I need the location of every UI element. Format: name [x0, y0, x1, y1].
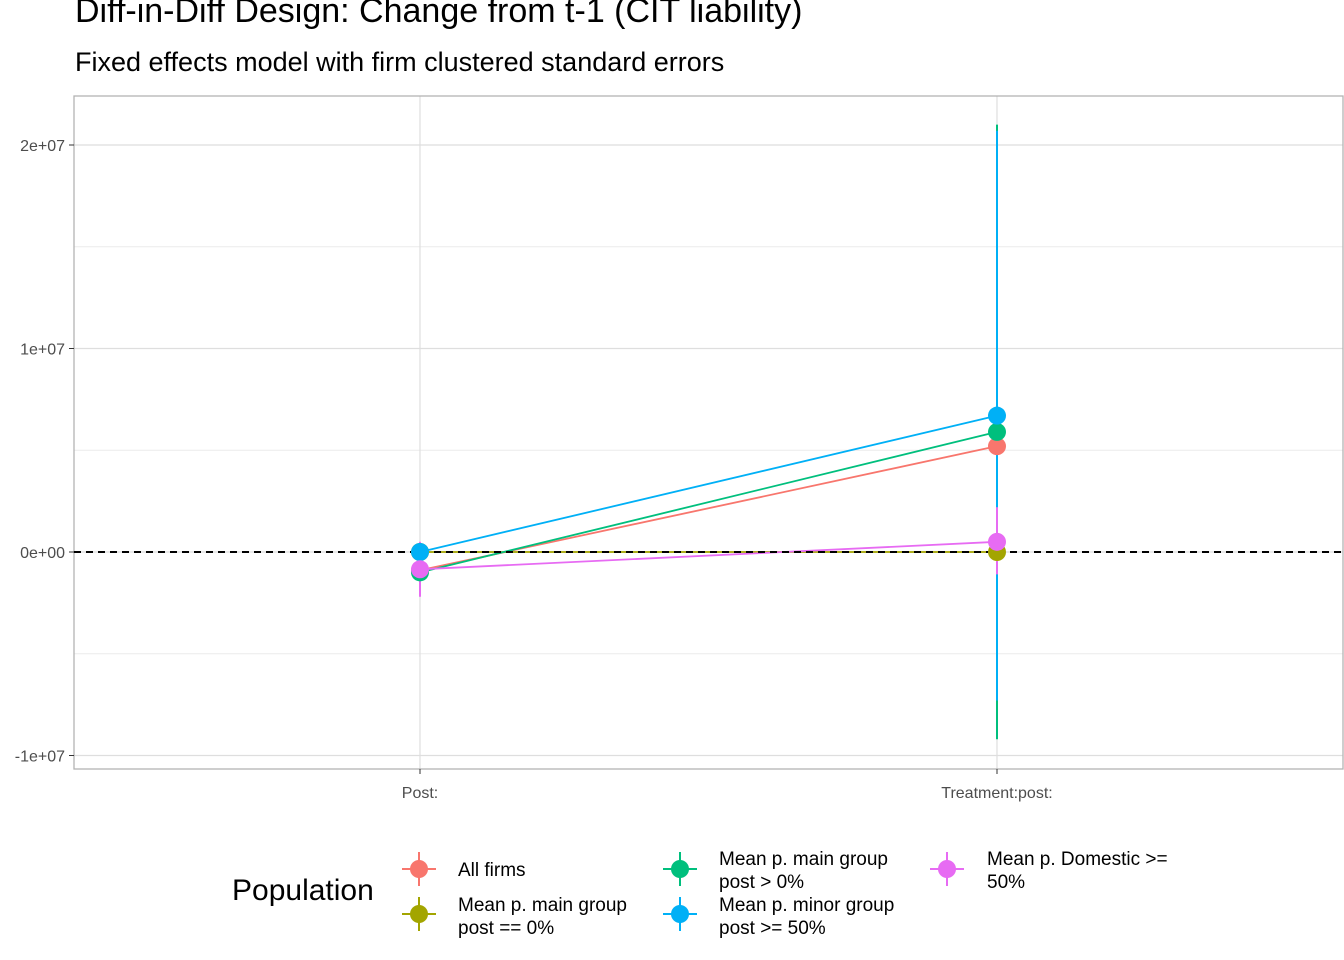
legend-label-main-group-zero: Mean p. main group post == 0%: [458, 895, 627, 939]
point-mean-p-domestic-50: [411, 560, 429, 579]
series-line-mean-p-minor-group-post-50: [419, 414, 998, 553]
point-mean-p-minor-group-post-50: [411, 543, 429, 561]
y-tick-label: -1e+07: [15, 749, 65, 766]
legend-key-mean-p-domestic-50: [938, 860, 956, 878]
point-all-firms: [988, 437, 1006, 456]
x-tick-label: Treatment:post:: [941, 785, 1052, 802]
y-tick-label: 2e+07: [20, 138, 65, 155]
panel-border: [73, 95, 1344, 770]
point-mean-p-domestic-50: [988, 532, 1006, 551]
legend-label-main-group-positive: Mean p. main group post > 0%: [719, 849, 888, 893]
legend-label-domestic: Mean p. Domestic >= 50%: [987, 849, 1168, 893]
chart-title: Diff-in-Diff Design: Change from t-1 (CI…: [75, 0, 803, 30]
legend-key-all-firms: [410, 860, 428, 878]
legend-title: Population: [232, 874, 374, 907]
series-line-mean-p-domestic-50: [419, 540, 998, 571]
legend-key-mean-p-minor-group-post-50: [671, 905, 689, 923]
legend-label-minor-group: Mean p. minor group post >= 50%: [719, 895, 895, 939]
legend-key-mean-p-main-group-post-0: [671, 860, 689, 878]
legend-key-mean-p-main-group-post-0: [410, 905, 428, 923]
legend-label-all-firms: All firms: [458, 860, 526, 881]
series-line-mean-p-main-group-post-0: [419, 431, 998, 574]
x-tick-label: Post:: [402, 785, 438, 802]
y-tick-label: 0e+00: [20, 545, 65, 562]
point-mean-p-main-group-post-0: [988, 422, 1006, 441]
y-tick-label: 1e+07: [20, 342, 65, 359]
chart-subtitle: Fixed effects model with firm clustered …: [75, 47, 725, 77]
point-mean-p-minor-group-post-50: [988, 406, 1006, 425]
